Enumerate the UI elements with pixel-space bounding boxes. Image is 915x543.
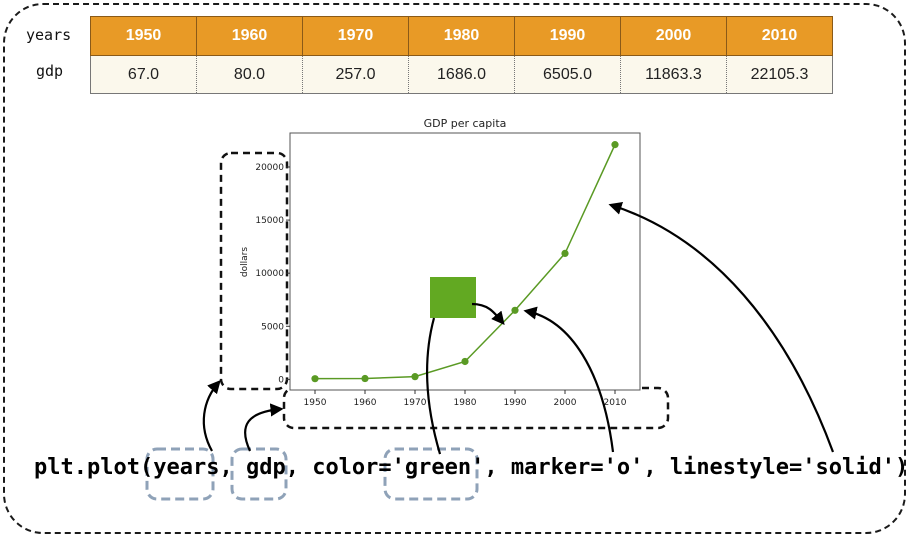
y-tick-label: 15000	[255, 216, 284, 226]
gdp-arg-arrow	[244, 403, 284, 452]
x-axis-highlight-box	[282, 386, 670, 430]
gdp-cell: 1686.0	[408, 55, 515, 94]
year-cell: 2010	[726, 16, 833, 56]
x-tick-label: 1950	[304, 398, 327, 408]
gdp-cell: 11863.3	[620, 55, 727, 94]
years-arg-arrow	[202, 380, 221, 452]
y-axis-highlight-box	[219, 151, 289, 391]
code-rest: , marker='o', linestyle='solid')	[484, 455, 909, 480]
data-point	[561, 249, 569, 257]
x-tick-label: 2000	[554, 398, 577, 408]
chart-title: GDP per capita	[424, 117, 507, 130]
data-point	[461, 357, 469, 366]
gdp-cell: 22105.3	[726, 55, 833, 94]
swatch-to-point-arrow	[471, 302, 505, 326]
years-row-label: years	[26, 26, 72, 44]
data-point	[411, 373, 419, 381]
color-arg-highlight	[383, 447, 479, 501]
code-arg-years: years	[153, 455, 220, 480]
x-tick-label: 2010	[604, 398, 627, 408]
marker-arg-arrow	[523, 306, 615, 453]
gdp-row-label: gdp	[36, 62, 64, 80]
code-color-keyword: , color=	[285, 455, 392, 480]
gdp-cell: 257.0	[302, 55, 409, 94]
data-table: 1950 1960 1970 1980 1990 2000 2010 67.0 …	[90, 16, 833, 94]
year-cell: 1950	[90, 16, 197, 56]
color-arg-to-swatch-line	[426, 317, 442, 455]
x-tick-label: 1970	[404, 398, 427, 408]
gdp-cell: 67.0	[90, 55, 197, 94]
data-point	[311, 375, 319, 383]
year-cell: 1990	[514, 16, 621, 56]
data-point	[611, 141, 619, 149]
x-tick-label: 1960	[354, 398, 377, 408]
y-tick-label: 20000	[255, 163, 284, 173]
gdp-row: 67.0 80.0 257.0 1686.0 6505.0 11863.3 22…	[90, 55, 833, 94]
code-arg-color: 'green'	[391, 455, 485, 480]
color-swatch	[430, 277, 476, 318]
y-axis-label: dollars	[240, 247, 250, 277]
data-point	[511, 306, 519, 314]
y-tick-label: 0	[278, 375, 284, 385]
gdp-arg-highlight	[230, 447, 288, 501]
x-tick-label: 1980	[454, 398, 477, 408]
year-cell: 1970	[302, 16, 409, 56]
gdp-cell: 80.0	[196, 55, 303, 94]
year-cell: 1960	[196, 16, 303, 56]
code-sep: ,	[219, 455, 246, 480]
years-row: 1950 1960 1970 1980 1990 2000 2010	[90, 16, 833, 56]
linestyle-arg-arrow	[608, 201, 835, 453]
year-cell: 1980	[408, 16, 515, 56]
plot-area	[289, 132, 641, 391]
years-arg-highlight	[145, 447, 215, 501]
annotation-frame	[3, 3, 906, 534]
gdp-cell: 6505.0	[514, 55, 621, 94]
x-tick-label: 1990	[504, 398, 527, 408]
code-prefix: plt.plot(	[34, 455, 154, 480]
code-arg-gdp: gdp	[245, 455, 286, 480]
y-tick-label: 5000	[261, 322, 284, 332]
data-point	[361, 374, 369, 383]
code-line: plt.plot(years, gdp, color='green', mark…	[34, 455, 908, 480]
y-tick-label: 10000	[255, 269, 284, 279]
year-cell: 2000	[620, 16, 727, 56]
